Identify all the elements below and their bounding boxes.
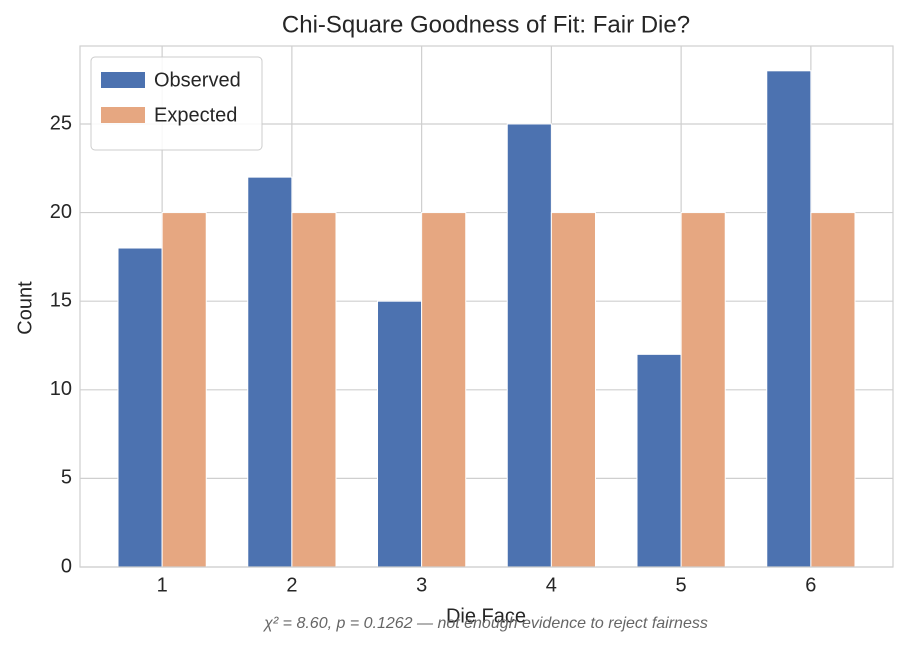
bar	[377, 300, 423, 568]
legend-swatch	[101, 107, 145, 123]
y-axis-label: Count	[14, 281, 36, 335]
x-tick-label: 3	[416, 574, 427, 596]
bar	[680, 212, 726, 568]
bar	[247, 176, 293, 568]
annotation: χ² = 8.60, p = 0.1262 — not enough evide…	[262, 615, 708, 632]
y-tick-label: 0	[61, 555, 72, 577]
legend-label: Observed	[154, 69, 241, 91]
x-tick-label: 4	[546, 574, 557, 596]
bar	[766, 70, 812, 568]
y-tick-label: 15	[50, 289, 72, 311]
x-axis-label: Die Face	[446, 605, 526, 627]
bar	[506, 123, 552, 568]
bar	[636, 353, 682, 568]
bar	[291, 212, 337, 568]
x-tick-label: 5	[676, 574, 687, 596]
y-tick-label: 25	[50, 112, 72, 134]
x-tick-label: 2	[286, 574, 297, 596]
chart-title: Chi-Square Goodness of Fit: Fair Die?	[282, 11, 690, 38]
legend-label: Expected	[154, 104, 237, 126]
bar	[117, 247, 163, 568]
x-tick-label: 1	[157, 574, 168, 596]
bar	[810, 212, 856, 568]
y-tick-label: 20	[50, 201, 72, 223]
y-tick-label: 5	[61, 467, 72, 489]
legend-swatch	[101, 72, 145, 88]
bar	[161, 212, 207, 568]
bar	[421, 212, 467, 568]
x-tick-label: 6	[805, 574, 816, 596]
bar	[550, 212, 596, 568]
y-tick-label: 10	[50, 378, 72, 400]
plot-frame	[79, 45, 894, 568]
